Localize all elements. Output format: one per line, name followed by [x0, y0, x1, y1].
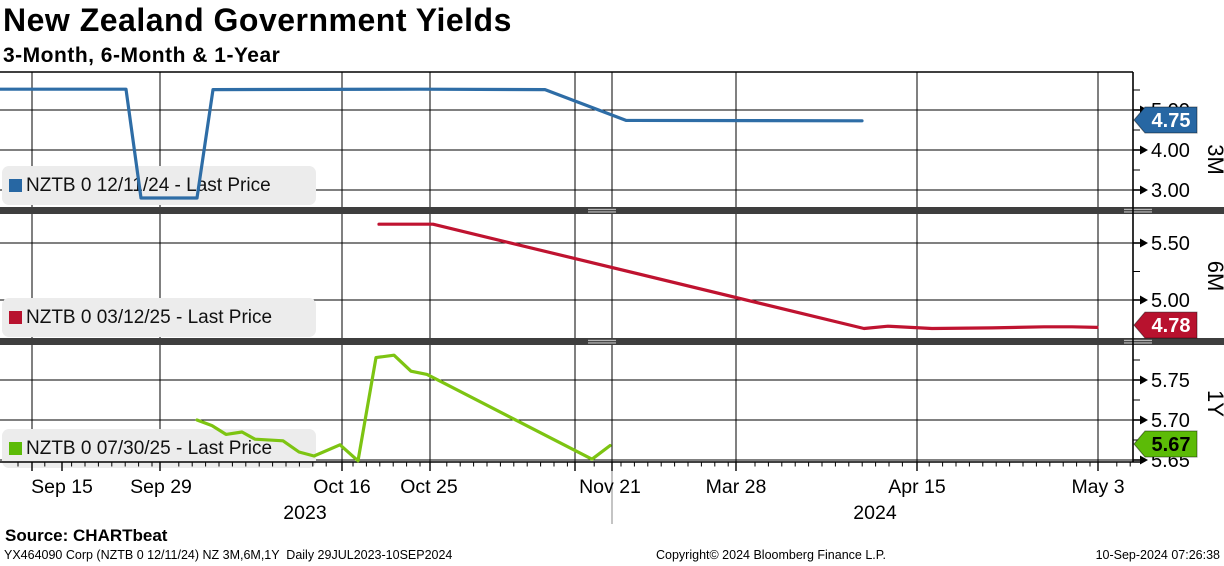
legend-label-6m: NZTB 0 03/12/25 - Last Price: [26, 306, 273, 328]
source-line: Source: CHARTbeat: [5, 526, 168, 545]
separator-drag-handle[interactable]: [588, 211, 616, 213]
separator-drag-handle[interactable]: [588, 342, 616, 344]
legend-swatch-1y-icon: [9, 442, 22, 455]
separator-drag-handle[interactable]: [1124, 342, 1152, 344]
legend-swatch-3m-icon: [9, 179, 22, 192]
legend-6m[interactable]: NZTB 0 03/12/25 - Last Price: [2, 298, 316, 337]
separator-drag-handle[interactable]: [1124, 339, 1152, 342]
legend-1y[interactable]: NZTB 0 07/30/25 - Last Price: [2, 429, 316, 468]
legend-label-3m: NZTB 0 12/11/24 - Last Price: [26, 174, 271, 196]
footer-timestamp: 10-Sep-2024 07:26:38: [1095, 548, 1220, 562]
separator-drag-handle[interactable]: [1124, 208, 1152, 211]
separator-drag-handle[interactable]: [588, 208, 616, 211]
footer-copyright: Copyright© 2024 Bloomberg Finance L.P.: [656, 548, 886, 562]
legend-label-1y: NZTB 0 07/30/25 - Last Price: [26, 437, 273, 459]
separator-drag-handle[interactable]: [588, 339, 616, 342]
separator-drag-handle[interactable]: [1124, 211, 1152, 213]
footer-security-info: YX464090 Corp (NZTB 0 12/11/24) NZ 3M,6M…: [4, 548, 453, 562]
panel-separator: [0, 207, 1224, 214]
chart-title: New Zealand Government Yields: [3, 2, 512, 38]
panel-separator: [0, 338, 1224, 345]
legend-3m[interactable]: NZTB 0 12/11/24 - Last Price: [2, 166, 316, 205]
legend-swatch-6m-icon: [9, 311, 22, 324]
chart-subtitle: 3-Month, 6-Month & 1-Year: [3, 44, 281, 67]
